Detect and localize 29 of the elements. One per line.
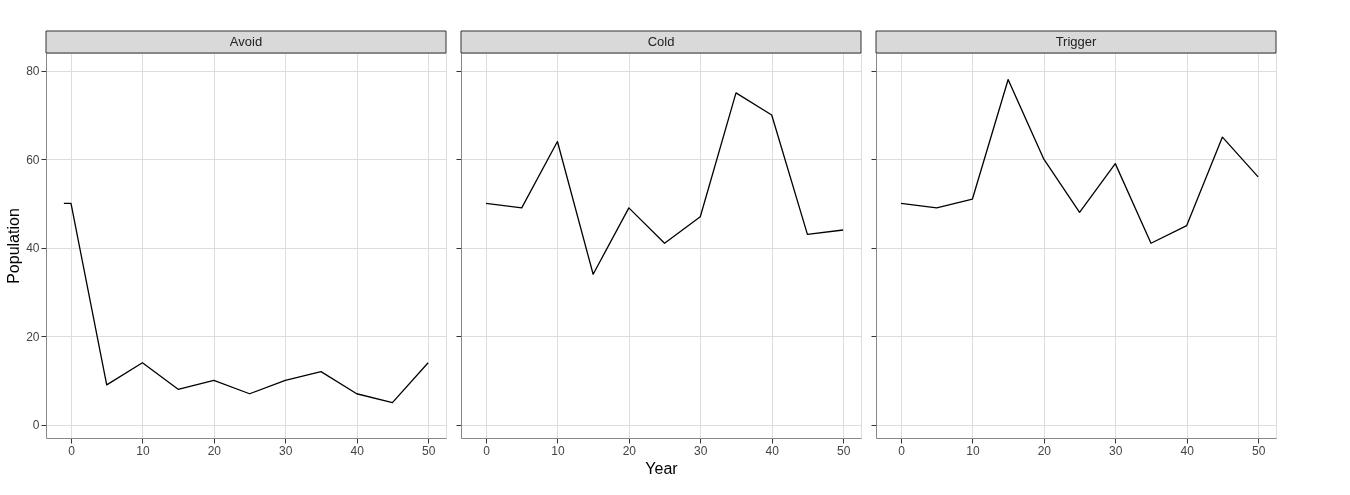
y-tick-label: 0 [32, 418, 40, 433]
x-tick-label: 10 [136, 443, 150, 458]
x-tick-label: 30 [694, 443, 708, 458]
x-tick-label: 40 [350, 443, 365, 458]
x-tick-label: 50 [421, 443, 436, 458]
chart-title: Cold [647, 34, 675, 49]
y-tick-label: 80 [26, 64, 40, 79]
x-tick-label: 0 [68, 443, 76, 458]
x-tick-label: 50 [1251, 443, 1266, 458]
x-tick-label: 50 [836, 443, 851, 458]
y-axis-title: Population [5, 208, 23, 284]
x-tick-label: 0 [898, 443, 906, 458]
x-tick-label: 20 [622, 443, 637, 458]
chart-title: Trigger [1055, 34, 1098, 49]
x-tick-label: 30 [1109, 443, 1123, 458]
x-tick-label: 40 [765, 443, 780, 458]
x-tick-label: 10 [551, 443, 565, 458]
x-tick-label: 20 [207, 443, 222, 458]
chart-title: Avoid [229, 34, 263, 49]
x-axis-title: Year [645, 459, 679, 477]
line-series [63, 202, 429, 404]
y-tick-label: 40 [26, 241, 40, 256]
x-tick-label: 30 [279, 443, 293, 458]
x-tick-label: 40 [1180, 443, 1195, 458]
x-tick-label: 0 [483, 443, 491, 458]
x-tick-label: 10 [966, 443, 980, 458]
y-tick-label: 20 [26, 329, 40, 344]
x-tick-label: 20 [1037, 443, 1052, 458]
y-tick-label: 60 [26, 152, 40, 167]
